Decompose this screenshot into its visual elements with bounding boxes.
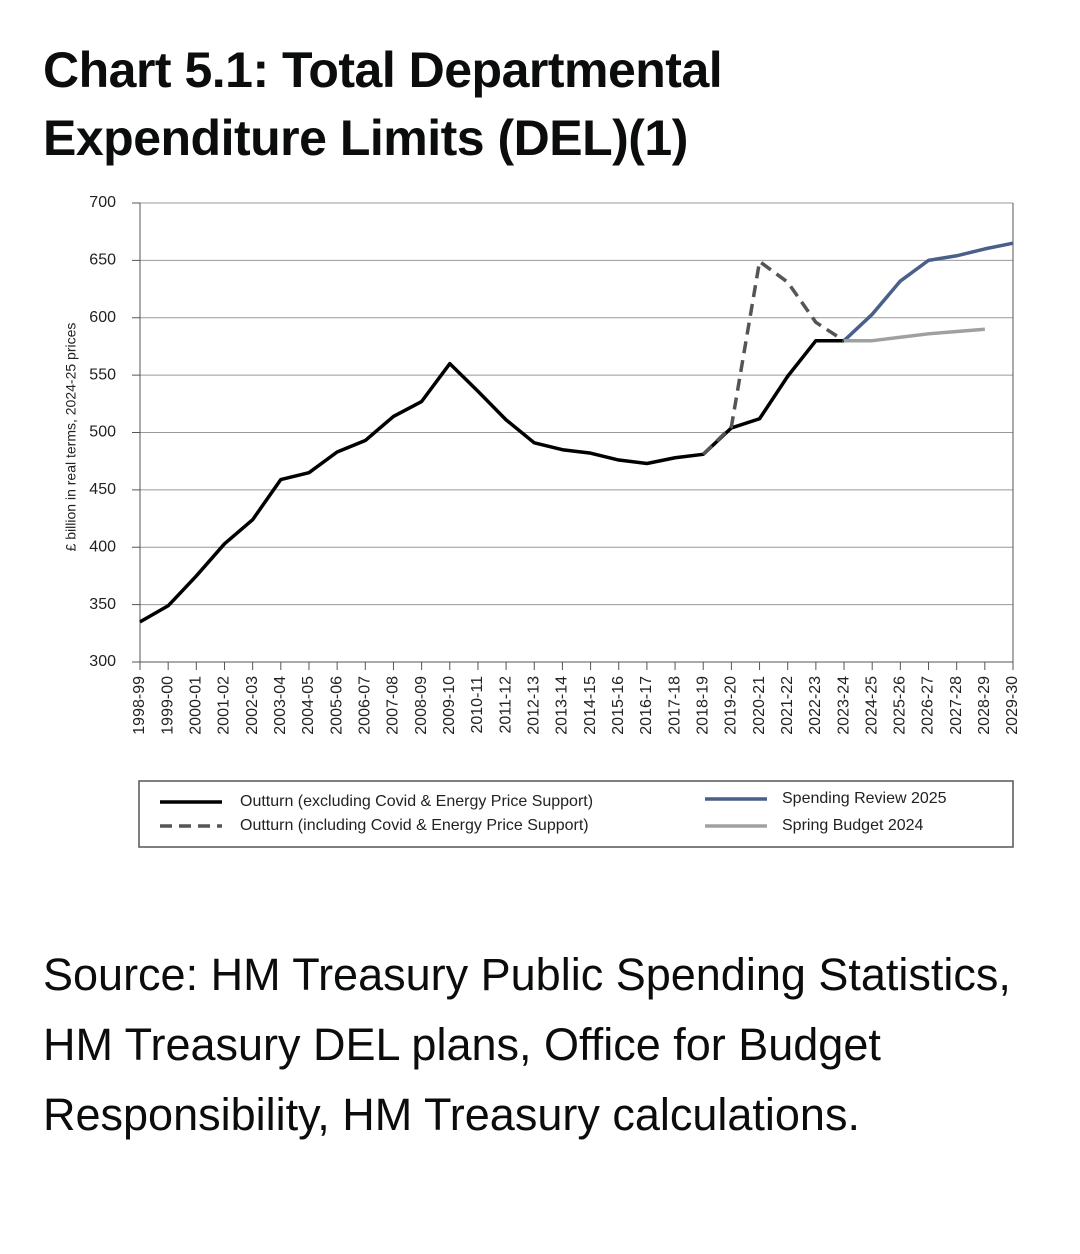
x-tick-label: 2005-06 bbox=[328, 676, 345, 735]
x-tick-label: 2011-12 bbox=[497, 676, 514, 734]
legend-label: Spending Review 2025 bbox=[782, 790, 947, 807]
y-tick-label: 550 bbox=[89, 366, 116, 383]
legend-box bbox=[138, 780, 1014, 848]
legend-label: Outturn (including Covid & Energy Price … bbox=[240, 817, 589, 834]
x-tick-label: 2013-14 bbox=[554, 676, 571, 735]
x-tick-label: 2002-03 bbox=[244, 676, 261, 735]
x-tick-label: 2029-30 bbox=[1004, 676, 1021, 735]
y-tick-label: 600 bbox=[89, 309, 116, 326]
chart-title: Chart 5.1: Total Departmental Expenditur… bbox=[43, 42, 723, 166]
x-tick-label: 2008-09 bbox=[413, 676, 430, 735]
x-tick-label: 2023-24 bbox=[835, 676, 852, 735]
y-tick-label: 400 bbox=[89, 538, 116, 555]
x-tick-label: 2024-25 bbox=[863, 676, 880, 735]
source-note: Source: HM Treasury Public Spending Stat… bbox=[43, 949, 1011, 1140]
x-tick-label: 2021-22 bbox=[779, 676, 796, 735]
x-tick-label: 2004-05 bbox=[300, 676, 317, 735]
y-tick-label: 500 bbox=[89, 424, 116, 441]
x-tick-label: 2014-15 bbox=[582, 676, 599, 735]
y-tick-label: 650 bbox=[89, 252, 116, 269]
legend-label: Spring Budget 2024 bbox=[782, 817, 924, 834]
series-line bbox=[702, 259, 845, 456]
series-line bbox=[139, 338, 845, 624]
x-tick-label: 2000-01 bbox=[188, 676, 205, 735]
x-tick-label: 2003-04 bbox=[272, 676, 289, 735]
x-tick-label: 2019-20 bbox=[723, 676, 740, 735]
x-tick-label: 2007-08 bbox=[385, 676, 402, 735]
y-axis-label: £ billion in real terms, 2024-25 prices bbox=[63, 323, 79, 552]
x-tick-label: 2020-21 bbox=[751, 676, 768, 735]
x-tick-label: 2025-26 bbox=[892, 676, 909, 735]
y-tick-label: 450 bbox=[89, 481, 116, 498]
chart: £ billion in real terms, 2024-25 prices … bbox=[63, 194, 1021, 848]
x-tick-label: 1998-99 bbox=[131, 676, 148, 735]
x-tick-label: 2017-18 bbox=[666, 676, 683, 735]
y-tick-label: 700 bbox=[89, 194, 116, 211]
series-line bbox=[844, 327, 985, 343]
x-tick-label: 2026-27 bbox=[920, 676, 937, 735]
x-tick-label: 2010-11 bbox=[469, 676, 486, 734]
x-tick-label: 1999-00 bbox=[159, 676, 176, 735]
x-tick-label: 2012-13 bbox=[525, 676, 542, 735]
x-tick-label: 2006-07 bbox=[357, 676, 374, 735]
y-tick-label: 300 bbox=[89, 653, 116, 670]
x-tick-label: 2028-29 bbox=[976, 676, 993, 735]
x-tick-label: 2015-16 bbox=[610, 676, 627, 735]
x-tick-label: 2009-10 bbox=[441, 676, 458, 735]
legend-label: Outturn (excluding Covid & Energy Price … bbox=[240, 793, 593, 810]
x-tick-label: 2018-19 bbox=[694, 676, 711, 735]
x-tick-label: 2016-17 bbox=[638, 676, 655, 735]
y-tick-label: 350 bbox=[89, 596, 116, 613]
series-line bbox=[842, 241, 1014, 342]
x-tick-label: 2022-23 bbox=[807, 676, 824, 735]
x-tick-label: 2027-28 bbox=[948, 676, 965, 735]
x-tick-label: 2001-02 bbox=[216, 676, 233, 735]
